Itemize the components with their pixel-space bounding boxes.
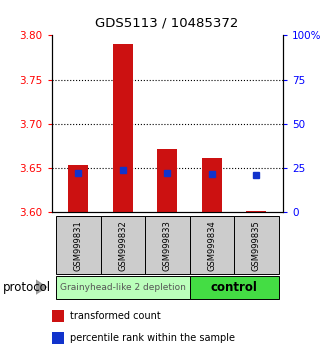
Bar: [56, 216, 101, 274]
Bar: [189, 276, 279, 299]
Bar: [101, 216, 145, 274]
Text: GSM999835: GSM999835: [252, 220, 261, 270]
Bar: [145, 216, 189, 274]
Bar: [234, 216, 279, 274]
Text: GSM999832: GSM999832: [118, 220, 127, 270]
Text: GSM999834: GSM999834: [207, 220, 216, 270]
Text: percentile rank within the sample: percentile rank within the sample: [70, 333, 235, 343]
Text: GSM999831: GSM999831: [74, 220, 83, 270]
Text: GDS5113 / 10485372: GDS5113 / 10485372: [95, 17, 238, 29]
Bar: [56, 276, 189, 299]
Polygon shape: [36, 279, 48, 295]
Bar: [189, 216, 234, 274]
Text: Grainyhead-like 2 depletion: Grainyhead-like 2 depletion: [60, 283, 186, 292]
Text: protocol: protocol: [3, 281, 52, 294]
Bar: [52, 332, 64, 344]
Text: control: control: [211, 281, 257, 294]
Bar: [157, 149, 177, 212]
Bar: [246, 211, 266, 212]
Bar: [52, 309, 64, 322]
Text: GSM999833: GSM999833: [163, 220, 172, 270]
Text: transformed count: transformed count: [70, 311, 161, 321]
Bar: [113, 44, 133, 212]
Bar: [68, 165, 88, 212]
Bar: [202, 158, 222, 212]
